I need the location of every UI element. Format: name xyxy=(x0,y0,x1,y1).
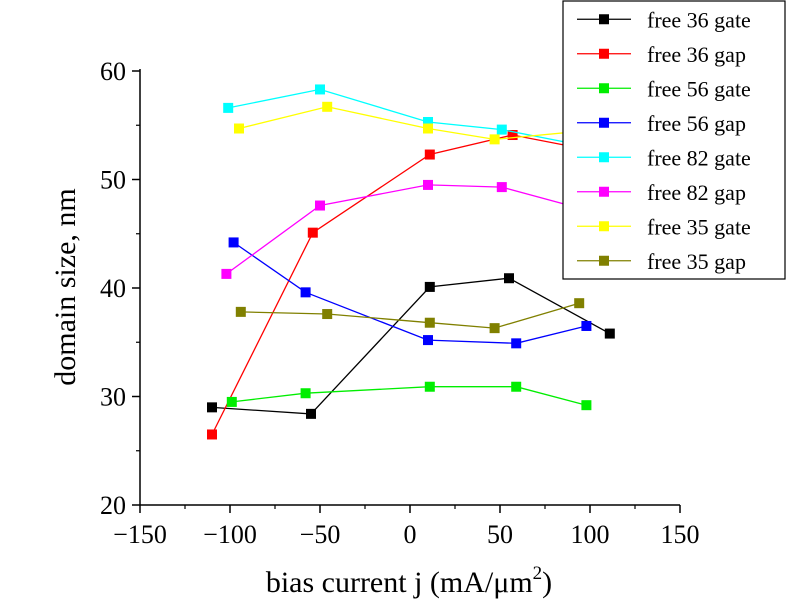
legend-marker xyxy=(599,83,609,94)
data-point xyxy=(424,149,435,160)
y-tick-label: 20 xyxy=(100,491,126,520)
legend-label: free 35 gap xyxy=(647,249,746,274)
legend-marker xyxy=(599,117,609,128)
series-free-36-gap xyxy=(207,130,613,440)
x-tick-label: 50 xyxy=(487,520,513,549)
data-point xyxy=(300,287,311,298)
x-tick-label: −100 xyxy=(203,520,257,549)
legend-marker xyxy=(599,186,609,197)
data-point xyxy=(511,338,522,349)
data-point xyxy=(235,306,246,317)
data-point xyxy=(315,200,325,211)
data-point xyxy=(423,116,433,127)
x-axis-title: bias current j (mA/μm2) xyxy=(266,563,552,599)
data-point xyxy=(221,268,232,279)
data-point xyxy=(604,328,615,339)
x-tick-label: −50 xyxy=(300,520,341,549)
legend-item: free 35 gate xyxy=(577,214,751,239)
y-tick-label: 30 xyxy=(100,383,126,412)
series-line xyxy=(238,106,587,141)
legend-label: free 56 gap xyxy=(647,111,746,136)
data-point xyxy=(496,182,507,193)
legend-item: free 35 gap xyxy=(577,249,746,274)
data-point xyxy=(226,396,237,407)
axes: −150 −100 −50 0 50 100 150 20 30 40 50 60 xyxy=(100,57,700,549)
legend-item: free 56 gap xyxy=(577,111,746,136)
y-tick-label: 60 xyxy=(100,57,126,86)
series-free-35-gap xyxy=(235,298,585,334)
legend-item: free 82 gate xyxy=(577,145,751,170)
x-axis-title-superscript: 2 xyxy=(533,563,543,584)
x-axis-title-close: ) xyxy=(542,566,552,599)
data-point xyxy=(234,123,244,134)
data-point xyxy=(504,273,514,284)
legend-item: free 82 gap xyxy=(577,180,746,205)
data-point xyxy=(300,388,311,399)
legend-marker xyxy=(599,221,609,232)
series-free-56-gate xyxy=(226,381,592,411)
legend-marker xyxy=(599,255,609,266)
legend-box xyxy=(562,0,786,280)
legend-item: free 56 gate xyxy=(577,76,751,101)
series-line xyxy=(233,241,587,344)
data-point xyxy=(574,298,585,309)
x-tick-label: −150 xyxy=(113,520,167,549)
series-line xyxy=(231,386,587,406)
data-point xyxy=(306,408,316,419)
series-line xyxy=(228,88,596,149)
series-free-56-gap xyxy=(228,237,592,349)
legend-item: free 36 gate xyxy=(577,7,751,32)
legend-marker xyxy=(599,152,609,163)
data-point xyxy=(424,381,435,392)
series-free-35-gate xyxy=(234,101,592,145)
data-point xyxy=(223,102,234,113)
legend-label: free 82 gate xyxy=(647,145,751,170)
data-point xyxy=(511,381,522,392)
data-point xyxy=(496,124,507,135)
data-point xyxy=(307,227,318,238)
y-axis-title: domain size, nm xyxy=(49,188,82,385)
series-line xyxy=(240,302,580,329)
data-point xyxy=(423,335,433,346)
data-point xyxy=(423,179,433,190)
data-point xyxy=(207,429,217,440)
legend-label: free 35 gate xyxy=(647,214,751,239)
data-point xyxy=(228,237,239,248)
plot-area xyxy=(207,84,615,440)
y-tick-label: 40 xyxy=(100,274,126,303)
series-free-36-gate xyxy=(207,273,615,419)
data-point xyxy=(322,309,333,320)
data-point xyxy=(207,402,217,413)
legend-marker xyxy=(599,48,609,59)
data-point xyxy=(315,84,325,95)
legend-label: free 36 gate xyxy=(647,7,751,32)
data-point xyxy=(424,317,435,328)
y-tick-label: 50 xyxy=(100,166,126,195)
x-tick-label: 150 xyxy=(661,520,700,549)
series-line xyxy=(211,277,611,415)
data-point xyxy=(322,101,333,112)
x-tick-label: 100 xyxy=(571,520,610,549)
legend-label: free 82 gap xyxy=(647,180,746,205)
data-point xyxy=(489,134,500,145)
data-point xyxy=(489,323,500,334)
data-point xyxy=(581,400,592,411)
x-tick-label: 0 xyxy=(404,520,417,549)
data-point xyxy=(507,130,518,141)
series-free-82-gap xyxy=(221,179,599,279)
legend-item: free 36 gap xyxy=(577,42,746,67)
series-line xyxy=(226,184,594,275)
legend: free 36 gate free 36 gap free 56 gate free … xyxy=(562,0,786,280)
legend-label: free 56 gate xyxy=(647,76,751,101)
x-axis-title-main: bias current j (mA/μm xyxy=(266,566,533,599)
legend-label: free 36 gap xyxy=(647,42,746,67)
data-point xyxy=(424,281,435,292)
data-point xyxy=(581,320,592,331)
data-point xyxy=(423,123,433,134)
series-line xyxy=(211,134,609,435)
legend-marker xyxy=(599,14,609,25)
